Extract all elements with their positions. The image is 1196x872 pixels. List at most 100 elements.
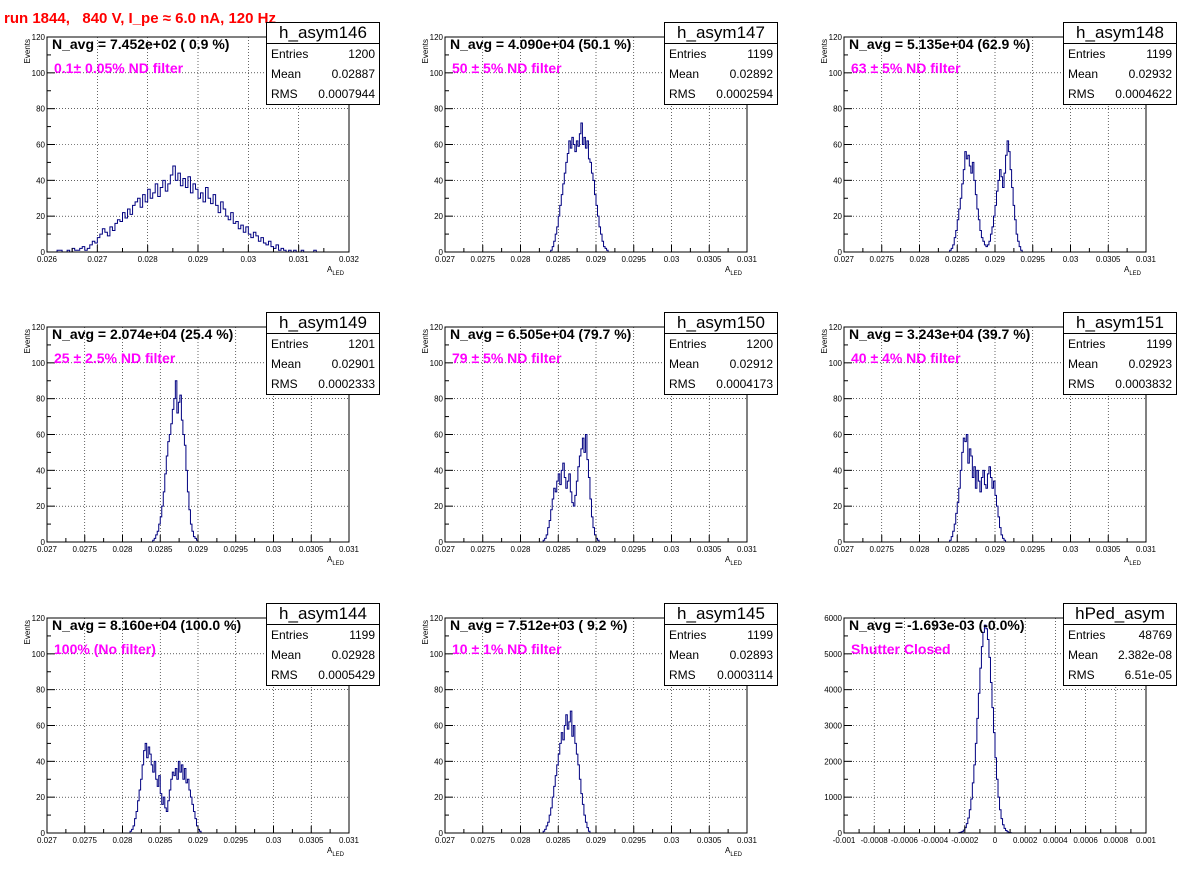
n-avg-label: N_avg = 3.243e+04 (39.7 %): [849, 326, 1031, 342]
histogram-bars: [542, 434, 600, 542]
x-tick-label: 0.0305: [697, 255, 722, 264]
stat-value: 6.51e-05: [1124, 668, 1172, 682]
histogram-bars: [949, 434, 1007, 542]
stat-label: Mean: [669, 67, 700, 81]
x-axis-title: ALED: [327, 846, 345, 858]
y-tick-label: 0: [41, 538, 46, 547]
x-tick-label: 0.0295: [224, 836, 249, 845]
y-tick-label: 120: [829, 323, 843, 332]
stat-row-entries: Entries 1200: [267, 44, 379, 64]
stat-value: 48769: [1138, 628, 1172, 642]
stat-row-rms: RMS 0.0002333: [267, 374, 379, 394]
histogram-name: h_asym147: [665, 23, 777, 44]
y-axis-title: Events: [23, 329, 32, 353]
x-tick-label: 0.031: [289, 255, 310, 264]
histogram-name: h_asym146: [267, 23, 379, 44]
stat-label: RMS: [1068, 87, 1095, 101]
x-tick-label: -0.0002: [951, 836, 979, 845]
n-avg-label: N_avg = 8.160e+04 (100.0 %): [52, 617, 242, 633]
x-tick-label: 0.027: [37, 836, 58, 845]
x-tick-label: 0.026: [37, 255, 58, 264]
n-avg-label: N_avg = 6.505e+04 (79.7 %): [450, 326, 632, 342]
stat-value: 1199: [349, 628, 375, 642]
histogram-plot: 0.027 0.0275 0.028 0.0285 0.029 0.0295 0.03 0.0…: [820, 33, 1157, 277]
y-tick-label: 4000: [824, 686, 842, 695]
x-axis-title: ALED: [327, 265, 345, 277]
filter-note: 63 ± 5% ND filter: [851, 60, 961, 76]
stats-box: h_asym147 Entries 1199 Mean 0.02892 RMS 0.0002…: [664, 22, 778, 105]
x-tick-label: 0.031: [1136, 545, 1157, 554]
stat-label: Mean: [271, 357, 302, 371]
x-axis-title: ALED: [725, 265, 743, 277]
x-tick-label: 0.028: [138, 255, 159, 264]
y-tick-label: 0: [838, 248, 843, 257]
stat-label: Mean: [1068, 357, 1099, 371]
y-tick-label: 60: [833, 141, 842, 150]
y-tick-label: 0: [838, 829, 843, 838]
stats-box: h_asym151 Entries 1199 Mean 0.02923 RMS 0.0003…: [1063, 312, 1177, 395]
histogram-bars: [958, 624, 1013, 834]
x-tick-label: 0.029: [188, 545, 209, 554]
y-axis-title: Events: [421, 620, 430, 644]
y-tick-label: 80: [36, 105, 45, 114]
x-tick-label: 0.029: [586, 836, 607, 845]
stat-value: 2.382e-08: [1117, 648, 1172, 662]
histogram-plot: 0.027 0.0275 0.028 0.0285 0.029 0.0295 0.03 0.0…: [820, 323, 1157, 567]
histogram-plot: 0.027 0.0275 0.028 0.0285 0.029 0.0295 0.03 0.0…: [23, 614, 360, 858]
y-tick-label: 40: [434, 757, 443, 766]
stat-label: RMS: [271, 377, 298, 391]
x-tick-label: 0.028: [510, 836, 531, 845]
y-tick-label: 100: [430, 69, 444, 78]
stat-row-rms: RMS 0.0007944: [267, 84, 379, 104]
stat-label: RMS: [271, 87, 298, 101]
y-axis-title: Events: [820, 329, 829, 353]
x-tick-label: 0.0305: [299, 545, 324, 554]
stats-box: hPed_asym Entries 48769 Mean 2.382e-08 RMS 6.5…: [1063, 603, 1177, 686]
stat-label: Entries: [1068, 628, 1106, 642]
x-tick-label: 0.0275: [471, 545, 496, 554]
x-tick-label: 0.029: [188, 836, 209, 845]
stat-label: Entries: [271, 337, 309, 351]
y-tick-label: 20: [833, 212, 842, 221]
y-tick-label: 80: [434, 395, 443, 404]
stat-label: Entries: [1068, 47, 1106, 61]
y-tick-label: 60: [36, 431, 45, 440]
x-tick-label: 0.0285: [945, 255, 970, 264]
stat-label: Entries: [271, 628, 309, 642]
y-axis-title: Events: [421, 329, 430, 353]
x-tick-label: 0.027: [87, 255, 108, 264]
x-tick-label: 0.027: [834, 545, 855, 554]
y-tick-label: 1000: [824, 793, 842, 802]
x-tick-label: 0.0305: [697, 836, 722, 845]
stat-row-entries: Entries 1199: [1064, 334, 1176, 354]
stat-label: Mean: [1068, 648, 1099, 662]
n-avg-label: N_avg = 7.512e+03 ( 9.2 %): [450, 617, 628, 633]
stat-row-rms: RMS 0.0004622: [1064, 84, 1176, 104]
stat-value: 0.02901: [331, 357, 375, 371]
x-tick-label: 0.031: [1136, 255, 1157, 264]
stat-value: 1200: [348, 47, 375, 61]
stats-box: h_asym149 Entries 1201 Mean 0.02901 RMS 0.0002…: [266, 312, 380, 395]
histogram-bars: [949, 140, 1023, 252]
histogram-plot: 0.027 0.0275 0.028 0.0285 0.029 0.0295 0.03 0.0…: [421, 323, 758, 567]
x-tick-label: 0.0295: [622, 255, 647, 264]
n-avg-label: N_avg = -1.693e-03 (-0.0%): [849, 617, 1025, 633]
x-tick-label: 0.0305: [299, 836, 324, 845]
y-tick-label: 60: [36, 141, 45, 150]
x-tick-label: 0.028: [112, 545, 133, 554]
y-tick-label: 20: [36, 212, 45, 221]
histogram-panel: 0.027 0.0275 0.028 0.0285 0.029 0.0295 0.03 0.0…: [398, 581, 778, 858]
y-tick-label: 5000: [824, 650, 842, 659]
x-tick-label: 0.029: [985, 255, 1006, 264]
y-tick-label: 0: [439, 829, 444, 838]
y-tick-label: 80: [434, 686, 443, 695]
stat-value: 0.0007944: [318, 87, 375, 101]
histogram-name: h_asym149: [267, 313, 379, 334]
x-tick-label: 0.0285: [546, 836, 571, 845]
x-tick-label: -0.0006: [891, 836, 919, 845]
stat-row-entries: Entries 1199: [267, 625, 379, 645]
y-axis-title: Events: [23, 39, 32, 63]
y-tick-label: 100: [32, 650, 46, 659]
x-tick-label: 0.0295: [1021, 255, 1046, 264]
y-tick-label: 20: [833, 502, 842, 511]
